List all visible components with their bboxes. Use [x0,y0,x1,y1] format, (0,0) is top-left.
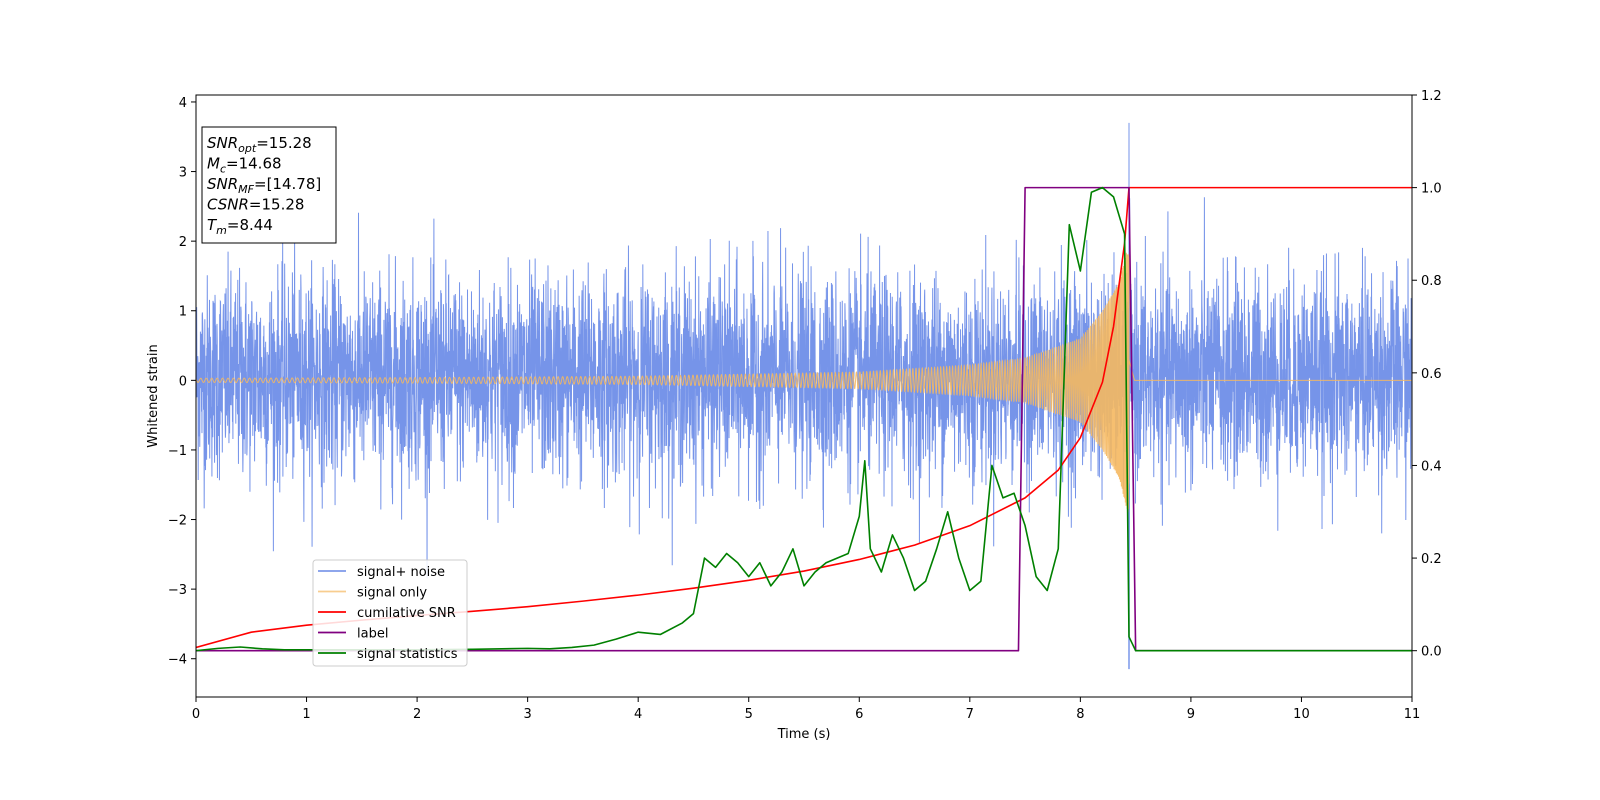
x-tick-label: 4 [634,707,642,722]
y-tick-label: 4 [179,96,187,111]
y-axis-label: Whitened strain [146,344,161,447]
x-tick-label: 7 [966,707,974,722]
y-tick-label: 1 [179,305,187,320]
x-tick-label: 9 [1187,707,1195,722]
info-box: SNRopt=15.28Mc=14.68SNRMF=[14.78]CSNR=15… [201,126,337,244]
legend-cumulative-snr-text: cumilative SNR [357,606,456,621]
x-tick-label: 5 [745,707,753,722]
x-axis-label: Time (s) [777,727,831,742]
y-tick-label: 0 [179,374,187,389]
y2-tick-label: 1.0 [1421,182,1442,197]
x-tick-label: 10 [1293,707,1310,722]
legend-signal-noise-text: signal+ noise [357,565,445,580]
x-tick-label: 3 [523,707,531,722]
y-axis-right: 0.0 0.2 0.4 0.6 0.8 1.0 1.2 [1412,89,1442,660]
x-axis: 0 1 2 3 4 5 6 7 8 9 10 11 [192,697,1420,722]
legend-frame [312,559,468,667]
x-tick-label: 2 [413,707,421,722]
y-tick-label: −2 [168,514,187,529]
x-tick-label: 11 [1404,707,1421,722]
y-tick-label: −1 [168,444,187,459]
y2-tick-label: 0.4 [1421,459,1442,474]
plot-frame [195,94,1413,698]
y2-tick-label: 0.6 [1421,367,1442,382]
x-tick-label: 8 [1076,707,1084,722]
y-tick-label: −4 [168,653,187,668]
y-tick-label: −3 [168,583,187,598]
y2-tick-label: 1.2 [1421,89,1442,104]
y-axis-left: −4 −3 −2 −1 0 1 2 3 4 [168,96,196,668]
y2-tick-label: 0.8 [1421,274,1442,289]
y2-tick-label: 0.2 [1421,552,1442,567]
info-box-line: CSNR=15.28 [207,196,304,214]
y2-tick-label: 0.0 [1421,645,1442,660]
info-box-line: SNRMF=[14.78] [207,175,321,196]
legend-label-text: label [357,627,388,642]
info-box-frame [201,126,337,244]
y-tick-label: 3 [179,166,187,181]
x-tick-label: 0 [192,707,200,722]
legend-signal-only-text: signal only [357,586,427,601]
info-box-line: Mc=14.68 [207,155,282,176]
legend: signal+ noise signal only cumilative SNR la… [312,559,468,667]
x-tick-label: 6 [855,707,863,722]
info-box-line: Tm=8.44 [207,216,273,237]
legend-signal-statistics-text: signal statistics [357,647,458,662]
series-signal-only-line [196,252,1412,512]
series-signal-statistics-line [196,186,1412,652]
info-box-line: SNRopt=15.28 [207,134,312,155]
x-tick-label: 1 [302,707,310,722]
y-tick-label: 2 [179,235,187,250]
